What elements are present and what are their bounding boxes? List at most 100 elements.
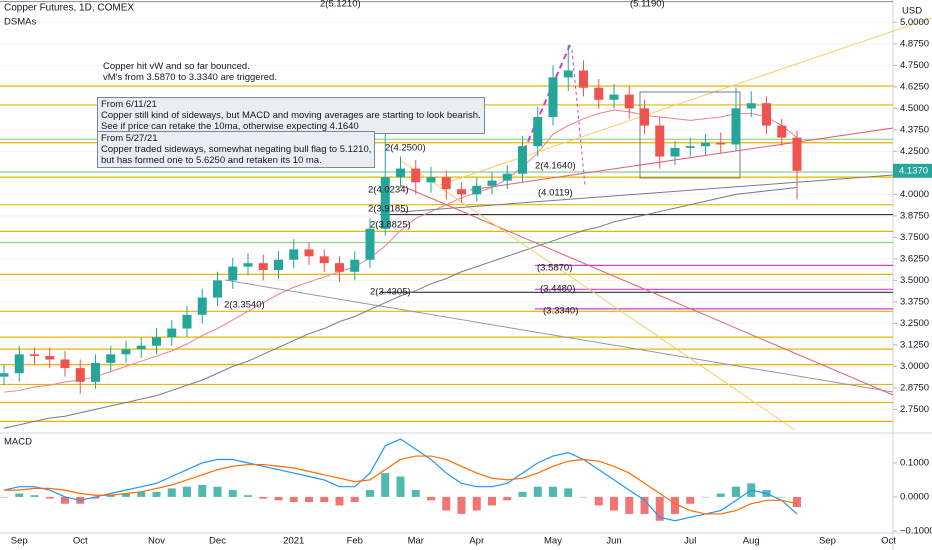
histogram-bar	[655, 496, 664, 521]
level-label: 2(4.0234)	[368, 185, 409, 196]
trend-line	[399, 159, 796, 431]
candle-body	[746, 103, 756, 109]
histogram-bar	[61, 496, 69, 504]
candle-body	[91, 362, 100, 382]
histogram-bar	[457, 496, 466, 514]
level-label: (3.3340)	[543, 306, 578, 317]
note-line: See if price can retake the 10ma, otherw…	[101, 121, 359, 132]
x-tick-label: Jun	[606, 536, 621, 547]
trend-line	[469, 127, 894, 191]
y-tick-label: 3.6250	[900, 253, 929, 264]
candle-body	[197, 297, 207, 315]
histogram-bar	[610, 496, 618, 511]
candle-body	[182, 314, 192, 329]
y-tick-label: 4.5000	[900, 103, 929, 114]
level-label: (5.1190)	[630, 0, 665, 10]
y-tick-label: 2.7500	[900, 404, 929, 415]
histogram-bar	[381, 473, 390, 497]
histogram-bar	[122, 493, 130, 497]
x-tick-label: Oct	[73, 536, 88, 547]
note-line: From 5/27/21	[101, 133, 158, 144]
x-tick-label: 2021	[283, 536, 304, 547]
note-line: vM's from 3.5870 to 3.3340 are triggered…	[103, 72, 277, 83]
candle-body	[228, 266, 238, 281]
x-tick-label: Aug	[743, 536, 760, 547]
candle-body	[685, 146, 695, 148]
candle-body	[75, 368, 85, 382]
candle-body	[640, 108, 649, 126]
candle-body	[60, 359, 70, 369]
note-box: From 5/27/21 Copper traded sideways, some…	[97, 131, 376, 168]
candle-body	[411, 168, 421, 183]
candle-body	[152, 337, 161, 346]
histogram-bar	[320, 496, 329, 503]
x-tick-label: Dec	[209, 536, 226, 547]
x-tick-label: Feb	[347, 536, 363, 547]
candle-body	[167, 328, 177, 338]
histogram-bar	[564, 488, 573, 497]
candle-body	[457, 189, 466, 195]
indicator-name: DSMAs	[4, 17, 36, 28]
note-line: Copper hit vW and so far bounced.	[103, 61, 250, 72]
y-tick-label: 4.2500	[900, 146, 929, 157]
level-label: 2(3.9185)	[368, 204, 409, 215]
candle-body	[121, 349, 131, 355]
candle-body	[396, 168, 405, 178]
candle-body	[624, 94, 634, 109]
histogram-bar	[152, 491, 161, 497]
y-tick-label: 3.0000	[900, 361, 929, 372]
level-label: 2(5.1210)	[320, 0, 361, 10]
level-label: 2(4.2500)	[385, 143, 426, 154]
histogram-bar	[594, 496, 603, 506]
histogram-bar	[198, 485, 207, 497]
y-tick-label: 3.3750	[900, 296, 929, 307]
x-tick-label: Nov	[148, 536, 165, 547]
histogram-bar	[274, 496, 283, 501]
signal-line	[4, 455, 798, 515]
note-line: but has formed one to 5.6250 and retaken…	[101, 155, 322, 166]
currency-label: USD	[902, 6, 922, 17]
y-tick-label: 4.8750	[900, 38, 929, 49]
chart-title: Copper Futures, 1D, COMEX	[4, 3, 134, 14]
y-tick-label: −0.1000	[900, 525, 932, 536]
trend-line	[399, 184, 894, 396]
candle-body	[380, 177, 390, 229]
moving-average	[3, 186, 798, 429]
histogram-bar	[793, 496, 801, 508]
histogram-bar	[167, 488, 176, 497]
histogram-bar	[503, 496, 512, 501]
histogram-bar	[305, 496, 313, 503]
candle-body	[670, 147, 680, 157]
note-box: From 6/11/21 Copper still kind of sideway…	[97, 97, 485, 134]
histogram-bar	[366, 490, 374, 497]
candle-body	[289, 249, 299, 260]
trend-line	[571, 49, 586, 186]
histogram-bar	[350, 496, 359, 503]
candle-body	[14, 354, 24, 374]
histogram-bar	[396, 476, 405, 497]
moving-average	[3, 109, 798, 393]
candle-body	[716, 142, 726, 145]
level-label: (3.4480)	[540, 284, 575, 295]
trend-line	[224, 279, 894, 393]
candle-body	[106, 354, 116, 363]
histogram-bar	[671, 496, 679, 514]
candle-body	[335, 263, 344, 272]
y-tick-label: 0.0000	[900, 491, 929, 502]
x-tick-label: Apr	[469, 536, 484, 547]
histogram-bar	[579, 496, 588, 498]
candle-body	[563, 70, 573, 78]
note-line: Copper still kind of sideways, but MACD …	[101, 110, 481, 121]
histogram-bar	[701, 496, 710, 498]
trend-line	[399, 174, 894, 213]
x-tick-label: Sep	[11, 536, 28, 547]
candle-body	[762, 103, 771, 126]
histogram-bar	[716, 493, 725, 497]
x-tick-label: Mar	[408, 536, 424, 547]
histogram-bar	[106, 495, 115, 497]
histogram-bar	[259, 496, 268, 499]
y-tick-label: 3.1250	[900, 339, 929, 350]
candle-body	[594, 87, 604, 100]
